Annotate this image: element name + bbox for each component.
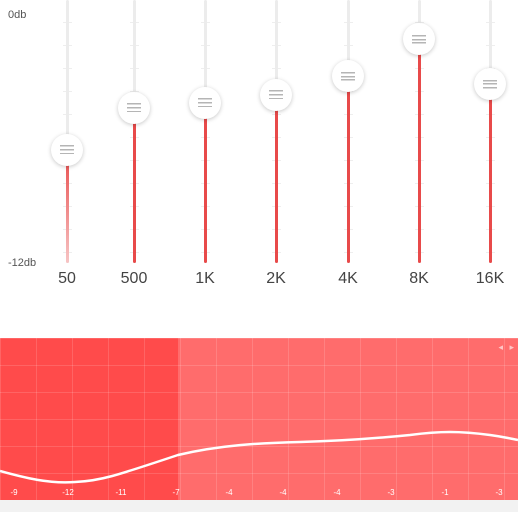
frequency-response-graph[interactable]: ◂ ▸ -9 -12 -11 -7 -4 -4 -4 -3 -1 -3 bbox=[0, 338, 518, 500]
band-slider-2k[interactable]: 2K bbox=[246, 0, 306, 300]
slider-fill bbox=[65, 149, 69, 263]
grip-icon bbox=[60, 145, 74, 155]
graph-axis-value: -11 bbox=[115, 488, 127, 497]
graph-axis-value: -3 bbox=[495, 488, 503, 497]
slider-handle[interactable] bbox=[403, 23, 435, 56]
grip-icon bbox=[198, 98, 212, 108]
band-slider-1k[interactable]: 1K bbox=[175, 0, 235, 300]
slider-fill bbox=[132, 107, 136, 263]
bottom-bar bbox=[0, 500, 518, 512]
graph-axis-value: -9 bbox=[10, 488, 18, 497]
graph-grid bbox=[0, 338, 518, 500]
slider-handle[interactable] bbox=[332, 60, 364, 93]
slider-handle[interactable] bbox=[474, 68, 506, 101]
grip-icon bbox=[341, 71, 355, 81]
graph-axis-value: -3 bbox=[387, 488, 395, 497]
max-gain-label: 0db bbox=[8, 9, 27, 21]
response-curve bbox=[0, 430, 518, 484]
grip-icon bbox=[269, 90, 283, 100]
band-label: 1K bbox=[195, 270, 215, 287]
grip-icon bbox=[483, 79, 497, 89]
grip-icon bbox=[127, 103, 141, 113]
slider-fill bbox=[488, 84, 492, 263]
arrow-left-icon[interactable]: ◂ bbox=[498, 342, 503, 352]
band-label: 4K bbox=[338, 270, 358, 287]
response-curve-area bbox=[0, 430, 518, 484]
band-slider-500[interactable]: 500 bbox=[104, 0, 164, 300]
band-label: 2K bbox=[266, 270, 286, 287]
graph-axis-value: -4 bbox=[279, 488, 287, 497]
graph-axis-value: -4 bbox=[333, 488, 341, 497]
band-slider-8k[interactable]: 8K bbox=[389, 0, 449, 300]
band-label: 500 bbox=[120, 270, 148, 287]
band-slider-4k[interactable]: 4K bbox=[318, 0, 378, 300]
graph-selection-region bbox=[0, 338, 178, 500]
graph-axis-value: -7 bbox=[172, 488, 180, 497]
band-label: 50 bbox=[58, 270, 76, 287]
arrow-right-icon[interactable]: ▸ bbox=[509, 342, 514, 352]
min-gain-label: -12db bbox=[8, 257, 37, 269]
band-label: 16K bbox=[475, 270, 505, 287]
slider-fill bbox=[346, 76, 350, 263]
slider-handle[interactable] bbox=[189, 86, 221, 119]
band-slider-50[interactable]: 50 bbox=[37, 0, 97, 300]
slider-fill bbox=[417, 39, 421, 263]
graph-axis-value: -12 bbox=[62, 488, 74, 497]
slider-handle[interactable] bbox=[51, 133, 83, 166]
graph-axis-value: -4 bbox=[225, 488, 233, 497]
graph-axis-value: -1 bbox=[441, 488, 449, 497]
slider-handle[interactable] bbox=[118, 91, 150, 124]
slider-handle[interactable] bbox=[260, 78, 292, 111]
slider-fill bbox=[203, 102, 207, 263]
band-label: 8K bbox=[409, 270, 429, 287]
slider-fill bbox=[274, 94, 278, 263]
band-slider-16k[interactable]: 16K bbox=[460, 0, 518, 300]
equalizer-panel: 0db -12db 50 500 1K 2K 4K bbox=[8, 0, 518, 300]
grip-icon bbox=[412, 34, 426, 44]
